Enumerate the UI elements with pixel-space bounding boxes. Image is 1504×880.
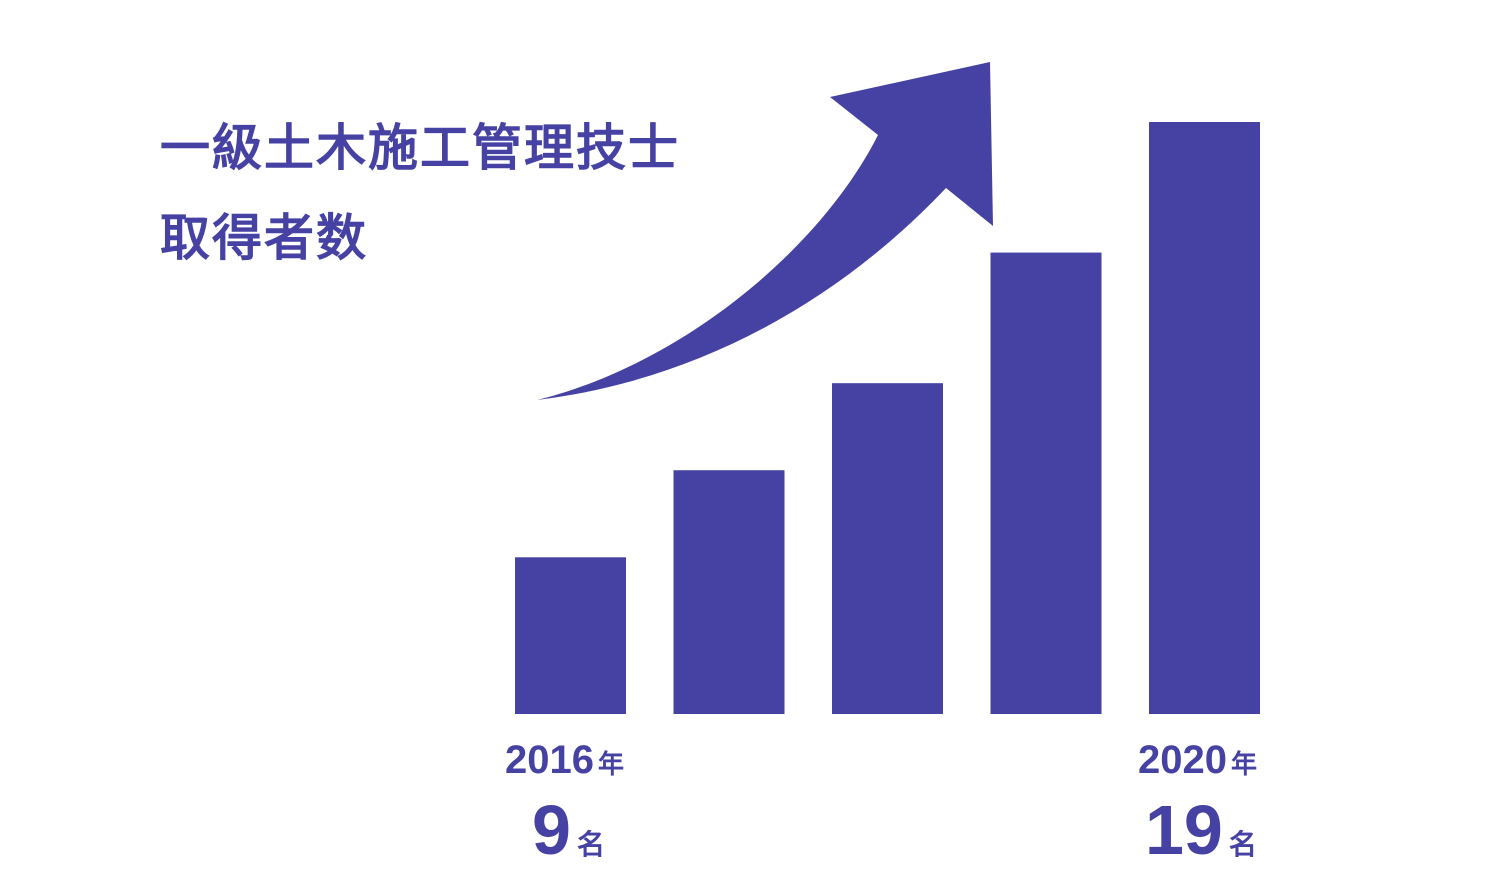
last-value-unit: 名 <box>1228 829 1257 860</box>
first-value-unit: 名 <box>576 829 605 860</box>
last-year-label: 2020 年 <box>1138 738 1257 783</box>
bar-2016 <box>515 557 626 714</box>
bar-2018 <box>832 383 943 714</box>
first-year-unit: 年 <box>597 749 624 779</box>
last-value: 19 <box>1145 791 1223 869</box>
chart-title-line-2: 取得者数 <box>160 210 368 266</box>
first-year-label: 2016 年 <box>505 738 624 783</box>
trend-arrow-icon <box>537 62 993 400</box>
bar-2020 <box>1149 122 1260 714</box>
last-value-label: 19 名 <box>1145 795 1257 865</box>
first-value: 9 <box>532 791 571 869</box>
last-year: 2020 <box>1138 738 1227 782</box>
bar-2019 <box>990 252 1102 714</box>
chart-title-line-1: 一級土木施工管理技士 <box>160 120 680 176</box>
bar-2017 <box>673 470 785 714</box>
first-year: 2016 <box>505 738 594 782</box>
last-year-unit: 年 <box>1230 749 1257 779</box>
